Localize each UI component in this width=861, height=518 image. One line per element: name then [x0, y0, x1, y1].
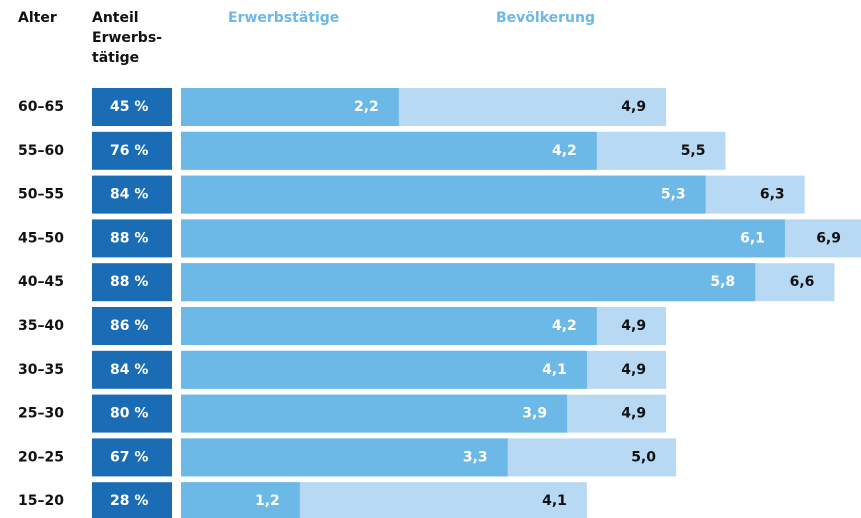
share-label: 45 % [110, 99, 148, 115]
category-label: 55–60 [18, 143, 64, 159]
share-header: Anteil [92, 10, 139, 26]
category-label: 25–30 [18, 406, 64, 422]
value-label: 5,3 [661, 187, 686, 203]
value-label: 4,9 [621, 99, 646, 115]
value-label: 4,2 [552, 143, 577, 159]
share-label: 88 % [110, 274, 148, 290]
bar [181, 438, 508, 477]
share-box [92, 219, 172, 258]
share-box [92, 394, 172, 433]
share-box [92, 263, 172, 302]
share-label: 80 % [110, 406, 148, 422]
share-box [92, 131, 172, 170]
bar [181, 350, 587, 389]
value-label: 3,3 [463, 449, 488, 465]
category-label: 20–25 [18, 449, 64, 465]
legend-label: Erwerbstätige [228, 10, 339, 26]
share-box [92, 88, 172, 126]
value-label: 6,6 [790, 274, 815, 290]
bar [181, 175, 706, 214]
bar [181, 219, 785, 258]
value-label: 4,9 [621, 362, 646, 378]
category-label: 30–35 [18, 362, 64, 378]
share-header: Erwerbs- [92, 30, 162, 46]
share-label: 86 % [110, 318, 148, 334]
share-box [92, 175, 172, 214]
value-label: 6,1 [740, 230, 765, 246]
value-label: 6,9 [816, 230, 841, 246]
category-label: 45–50 [18, 230, 64, 246]
bar [181, 394, 568, 433]
value-label: 5,0 [631, 449, 656, 465]
share-label: 88 % [110, 230, 148, 246]
category-label: 35–40 [18, 318, 64, 334]
bar [181, 131, 597, 170]
share-header: tätige [92, 50, 139, 66]
value-label: 4,2 [552, 318, 577, 334]
legend-label: Bevölkerung [496, 10, 595, 26]
category-label: 40–45 [18, 274, 64, 290]
bar [181, 263, 756, 302]
share-label: 84 % [110, 362, 148, 378]
value-label: 6,3 [760, 187, 785, 203]
share-box [92, 482, 172, 518]
category-label: 60–65 [18, 99, 64, 115]
share-box [92, 350, 172, 389]
share-box [92, 438, 172, 477]
share-label: 67 % [110, 449, 148, 465]
share-label: 28 % [110, 493, 148, 509]
share-box [92, 307, 172, 345]
value-label: 4,1 [542, 493, 567, 509]
bar [181, 482, 300, 518]
category-label: 15–20 [18, 493, 64, 509]
share-label: 84 % [110, 187, 148, 203]
value-label: 1,2 [255, 493, 280, 509]
bar [181, 307, 597, 345]
share-label: 76 % [110, 143, 148, 159]
category-header: Alter [18, 10, 57, 26]
value-label: 5,8 [710, 274, 735, 290]
category-label: 50–55 [18, 187, 64, 203]
value-label: 2,2 [354, 99, 379, 115]
value-label: 4,9 [621, 318, 646, 334]
value-label: 3,9 [522, 406, 547, 422]
value-label: 5,5 [681, 143, 706, 159]
value-label: 4,9 [621, 406, 646, 422]
value-label: 4,1 [542, 362, 567, 378]
bar [181, 88, 399, 126]
